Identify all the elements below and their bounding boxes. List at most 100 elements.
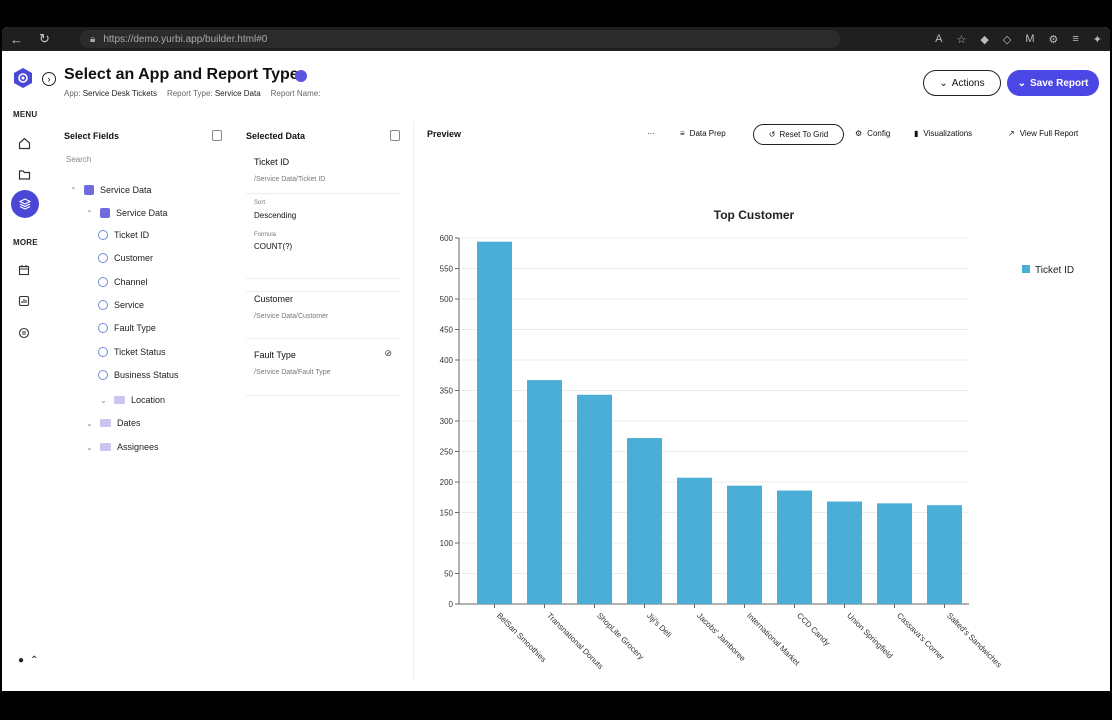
selected-field-card[interactable]: Customer /Service Data/Customer	[246, 291, 400, 339]
field-label: Service	[114, 300, 145, 310]
tree-root-service-data[interactable]: ⌃ Service Data	[70, 185, 152, 195]
chevron-up-icon: ⌃	[86, 208, 93, 218]
card-path: /Service Data/Ticket ID	[254, 176, 326, 183]
select-fields-title: Select Fields	[64, 131, 120, 141]
back-icon[interactable]: ←	[10, 31, 23, 47]
collapse-panel-icon[interactable]	[390, 130, 400, 141]
collapse-panel-icon[interactable]	[212, 130, 222, 141]
folder-item[interactable]: ⌄ Assignees	[86, 442, 159, 452]
title-dropdown-icon[interactable]	[295, 70, 307, 82]
folder-label: Dates	[117, 418, 141, 428]
formula-value[interactable]: COUNT(?)	[254, 242, 293, 251]
app-label: App:	[64, 89, 81, 98]
more-options-button[interactable]: ···	[647, 129, 655, 138]
chevron-down-icon: ⌄	[1017, 77, 1027, 89]
y-tick-label: 350	[440, 387, 454, 396]
layers-icon	[18, 198, 32, 210]
fields-search-input[interactable]: Search	[66, 155, 92, 164]
reload-icon[interactable]: ↻	[39, 31, 50, 46]
yurbi-logo-icon[interactable]	[12, 67, 34, 89]
field-label: Fault Type	[114, 323, 156, 333]
user-menu[interactable]: ● ⌃	[18, 655, 38, 666]
back-button[interactable]: ›	[42, 72, 56, 86]
report-type-label: Report Type:	[166, 89, 213, 98]
selected-data-title: Selected Data	[246, 131, 306, 141]
builder-nav-button[interactable]	[11, 190, 39, 218]
bar	[877, 503, 912, 604]
x-tick-label: BelSan Smoothies	[495, 611, 548, 664]
user-icon: ●	[18, 655, 25, 666]
reset-to-grid-button[interactable]: ↺ Reset To Grid	[753, 124, 844, 145]
table-icon	[100, 208, 110, 218]
copilot-icon[interactable]: ✦	[1092, 33, 1102, 46]
field-item[interactable]: Customer	[98, 253, 153, 263]
tree-group-service-data[interactable]: ⌃ Service Data	[86, 208, 168, 218]
database-icon	[84, 185, 94, 195]
card-path: /Service Data/Customer	[254, 313, 329, 320]
folder-item[interactable]: ⌄ Dates	[86, 418, 141, 428]
sort-value[interactable]: Descending	[254, 211, 297, 220]
chart-title: Top Customer	[714, 208, 795, 222]
field-label: Customer	[114, 253, 154, 263]
view-full-report-button[interactable]: ↗ View Full Report	[1008, 129, 1078, 138]
actions-label: Actions	[951, 77, 985, 89]
data-prep-button[interactable]: ≡ Data Prep	[680, 129, 726, 138]
y-tick-label: 500	[440, 295, 454, 304]
field-label: Business Status	[114, 370, 179, 380]
config-button[interactable]: ⚙ Config	[855, 129, 890, 138]
folder-label: Location	[131, 395, 166, 405]
bar	[727, 485, 762, 604]
save-report-button[interactable]: ⌄ Save Report	[1007, 70, 1099, 96]
visualizations-button[interactable]: ▮ Visualizations	[914, 129, 972, 138]
hidden-eye-icon[interactable]: ⊘	[384, 348, 392, 358]
folder-icon	[114, 396, 125, 404]
dashboard-icon[interactable]	[16, 293, 32, 309]
folder-icon	[100, 419, 111, 427]
x-tick-label: ShopLite Grocery	[595, 611, 645, 661]
bar	[677, 477, 712, 604]
browser-nav: ← ↻	[10, 31, 80, 47]
field-item[interactable]: Channel	[98, 277, 148, 287]
url-bar[interactable]: 🔒︎ https://demo.yurbi.app/builder.html#0	[80, 30, 840, 48]
y-tick-label: 0	[449, 600, 454, 609]
reports-icon[interactable]	[16, 325, 32, 341]
extension-icon[interactable]: ◆	[980, 33, 989, 46]
selected-field-card[interactable]: Fault Type /Service Data/Fault Type ⊘	[246, 348, 400, 396]
folder-icon[interactable]	[16, 166, 32, 182]
field-icon	[98, 300, 108, 310]
field-item[interactable]: Service	[98, 300, 144, 310]
selected-field-card[interactable]: Ticket ID /Service Data/Ticket ID Sort D…	[246, 155, 400, 279]
bar-chart[interactable]: Top Customer 0 50 100 150 200 250 300 350 400 450 5…	[414, 161, 1104, 691]
folder-item[interactable]: ⌄ Location	[100, 395, 165, 405]
favorites-bar-icon[interactable]: ≡	[1072, 33, 1079, 45]
x-tick-label: CCD Candy	[795, 611, 832, 648]
gear-icon: ⚙	[855, 129, 863, 138]
tree-label: Service Data	[116, 208, 168, 218]
y-tick-label: 250	[440, 448, 454, 457]
bar	[577, 394, 612, 604]
card-title: Fault Type	[254, 350, 296, 360]
tree-label: Service Data	[100, 185, 152, 195]
home-icon[interactable]	[16, 135, 32, 151]
extensions-icon[interactable]: ⚙	[1048, 33, 1059, 46]
field-item[interactable]: Ticket ID	[98, 230, 149, 240]
calendar-icon[interactable]	[16, 262, 32, 278]
favorite-icon[interactable]: ☆	[956, 33, 967, 46]
extension-icon[interactable]: M	[1025, 33, 1035, 45]
actions-button[interactable]: ⌄ Actions	[923, 70, 1001, 96]
extension-icon[interactable]: ◇	[1002, 33, 1012, 46]
app: MENU MORE	[2, 51, 1110, 691]
chevron-down-icon: ⌄	[100, 395, 107, 405]
field-icon	[98, 347, 108, 357]
field-item[interactable]: Business Status	[98, 370, 179, 380]
y-tick-label: 300	[440, 417, 454, 426]
sort-section[interactable]: Sort Descending	[246, 193, 400, 220]
field-item[interactable]: Fault Type	[98, 323, 156, 333]
chevron-right-icon: ›	[47, 74, 51, 84]
formula-section[interactable]: Formula COUNT(?)	[254, 232, 392, 251]
report-type-meta: Report Type: Service Data	[167, 89, 261, 98]
card-title: Customer	[254, 294, 294, 304]
page-title: Select an App and Report Type	[64, 66, 299, 83]
read-aloud-icon[interactable]: A	[935, 33, 943, 45]
field-item[interactable]: Ticket Status	[98, 347, 166, 357]
